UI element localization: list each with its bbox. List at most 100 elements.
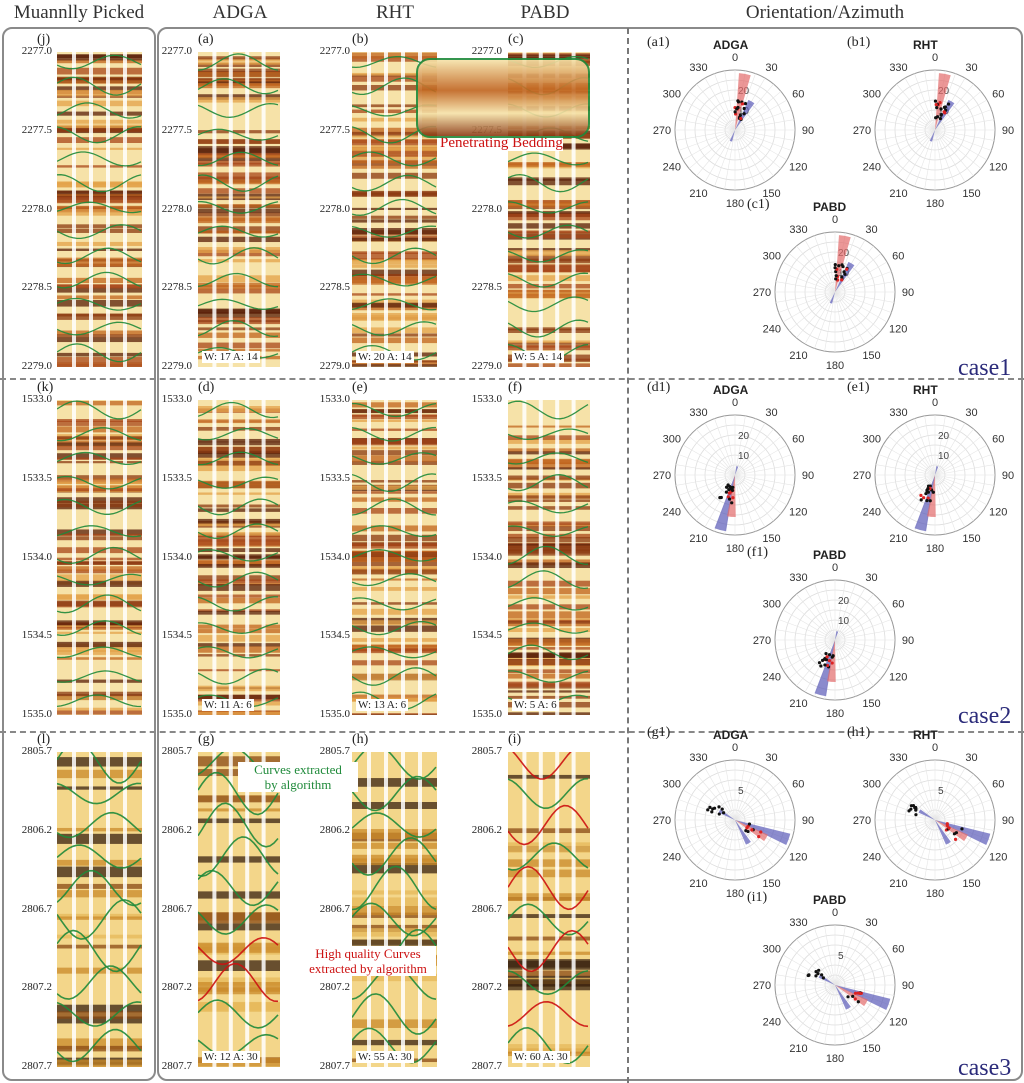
depth-tick: 1535.0	[319, 708, 350, 720]
depth-tick: 2279.0	[319, 360, 350, 372]
angle-label: 90	[802, 125, 814, 137]
rose-label: (g1)	[647, 725, 671, 740]
angle-label: 90	[902, 980, 914, 992]
radial-tick: 20	[738, 431, 750, 442]
angle-label: 60	[792, 779, 804, 791]
depth-tick: 2278.5	[319, 281, 350, 294]
panel-label: (a)	[198, 32, 214, 47]
angle-label: 120	[789, 507, 807, 519]
depth-tick: 1535.0	[161, 708, 192, 720]
rose-title: RHT	[913, 383, 938, 397]
rose-diagram: 0 30 60 90 120 150 180 210 240 270 300 330 5	[853, 742, 1014, 900]
depth-tick: 1533.5	[161, 471, 192, 484]
row-divider-2	[0, 731, 1024, 733]
depth-tick: 1533.0	[319, 393, 350, 405]
depth-tick: 2805.7	[21, 745, 52, 757]
angle-label: 180	[826, 708, 844, 720]
angle-label: 30	[965, 752, 977, 764]
depth-tick: 1534.0	[161, 550, 192, 563]
angle-label: 300	[863, 434, 881, 446]
angle-label: 0	[732, 742, 738, 754]
image-log-strip	[352, 752, 437, 1067]
penetrating-inset	[416, 58, 590, 138]
depth-tick: 2807.7	[319, 1060, 350, 1072]
angle-label: 270	[853, 125, 871, 137]
depth-tick: 1534.0	[319, 550, 350, 563]
rose-title: ADGA	[713, 383, 749, 397]
angle-label: 270	[753, 635, 771, 647]
panel-label: (e)	[352, 380, 368, 395]
depth-tick: 2807.2	[471, 981, 502, 994]
angle-label: 120	[789, 852, 807, 864]
angle-label: 210	[889, 188, 907, 200]
window-angle-label: W: 55 A: 30	[356, 1051, 414, 1063]
angle-label: 300	[863, 779, 881, 791]
algorithm-frame	[157, 27, 1023, 1081]
depth-tick: 1534.0	[471, 550, 502, 563]
angle-label: 30	[865, 224, 877, 236]
window-angle-label: W: 60 A: 30	[512, 1051, 570, 1063]
angle-label: 330	[689, 407, 707, 419]
angle-label: 180	[926, 198, 944, 210]
depth-tick: 2807.7	[21, 1060, 52, 1072]
angle-label: 150	[762, 188, 780, 200]
angle-label: 300	[763, 251, 781, 263]
angle-label: 90	[1002, 125, 1014, 137]
panel-label: (l)	[37, 732, 51, 747]
rose-label: (c1)	[747, 197, 770, 212]
depth-tick: 2806.7	[21, 902, 52, 915]
image-log-strip	[57, 52, 142, 367]
radial-tick: 20	[838, 596, 850, 607]
depth-tick: 2278.0	[161, 202, 192, 215]
angle-label: 180	[726, 888, 744, 900]
rose-title: RHT	[913, 38, 938, 52]
angle-label: 330	[889, 62, 907, 74]
angle-label: 240	[763, 1017, 781, 1029]
depth-tick: 2806.2	[161, 823, 192, 836]
angle-label: 150	[862, 350, 880, 362]
window-angle-label: W: 5 A: 6	[512, 699, 559, 711]
angle-label: 210	[889, 533, 907, 545]
green-curves-note: Curves extracted by algorithm	[238, 762, 358, 792]
angle-label: 150	[962, 878, 980, 890]
angle-label: 60	[892, 599, 904, 611]
depth-tick: 1534.5	[161, 629, 192, 642]
radial-tick: 10	[838, 616, 850, 627]
window-angle-label: W: 20 A: 14	[356, 351, 414, 363]
angle-label: 270	[853, 470, 871, 482]
angle-label: 30	[765, 407, 777, 419]
rose-title: RHT	[913, 728, 938, 742]
angle-label: 240	[763, 672, 781, 684]
angle-label: 90	[902, 635, 914, 647]
angle-label: 300	[763, 599, 781, 611]
angle-label: 0	[832, 214, 838, 226]
angle-label: 330	[689, 62, 707, 74]
depth-tick: 2806.7	[161, 902, 192, 915]
penetrating-bedding-label: Penetrating Bedding	[440, 135, 563, 151]
window-angle-label: W: 11 A: 6	[202, 699, 254, 711]
image-log-strip	[352, 400, 437, 715]
rose-diagram: 0 30 60 90 120 150 180 210 240 270 300 330 5	[653, 742, 814, 900]
depth-tick: 2807.7	[471, 1060, 502, 1072]
angle-label: 210	[689, 188, 707, 200]
window-angle-label: W: 17 A: 14	[202, 351, 260, 363]
case-label: case1	[958, 355, 1012, 381]
angle-label: 300	[663, 779, 681, 791]
depth-tick: 2279.0	[161, 360, 192, 372]
panel-label: (j)	[37, 32, 51, 47]
angle-label: 270	[653, 470, 671, 482]
depth-tick: 2805.7	[161, 745, 192, 757]
depth-tick: 2278.5	[161, 281, 192, 294]
angle-label: 240	[863, 852, 881, 864]
depth-tick: 2277.0	[471, 45, 502, 57]
image-log-strip	[198, 52, 280, 367]
rose-title: PABD	[813, 893, 847, 907]
angle-label: 0	[932, 52, 938, 64]
red-curves-note: High quality Curves extracted by algorit…	[300, 946, 436, 976]
angle-label: 150	[862, 1043, 880, 1055]
depth-tick: 1535.0	[21, 708, 52, 720]
depth-tick: 1534.5	[319, 629, 350, 642]
rose-label: (f1)	[747, 545, 768, 560]
header-adga: ADGA	[212, 2, 268, 23]
